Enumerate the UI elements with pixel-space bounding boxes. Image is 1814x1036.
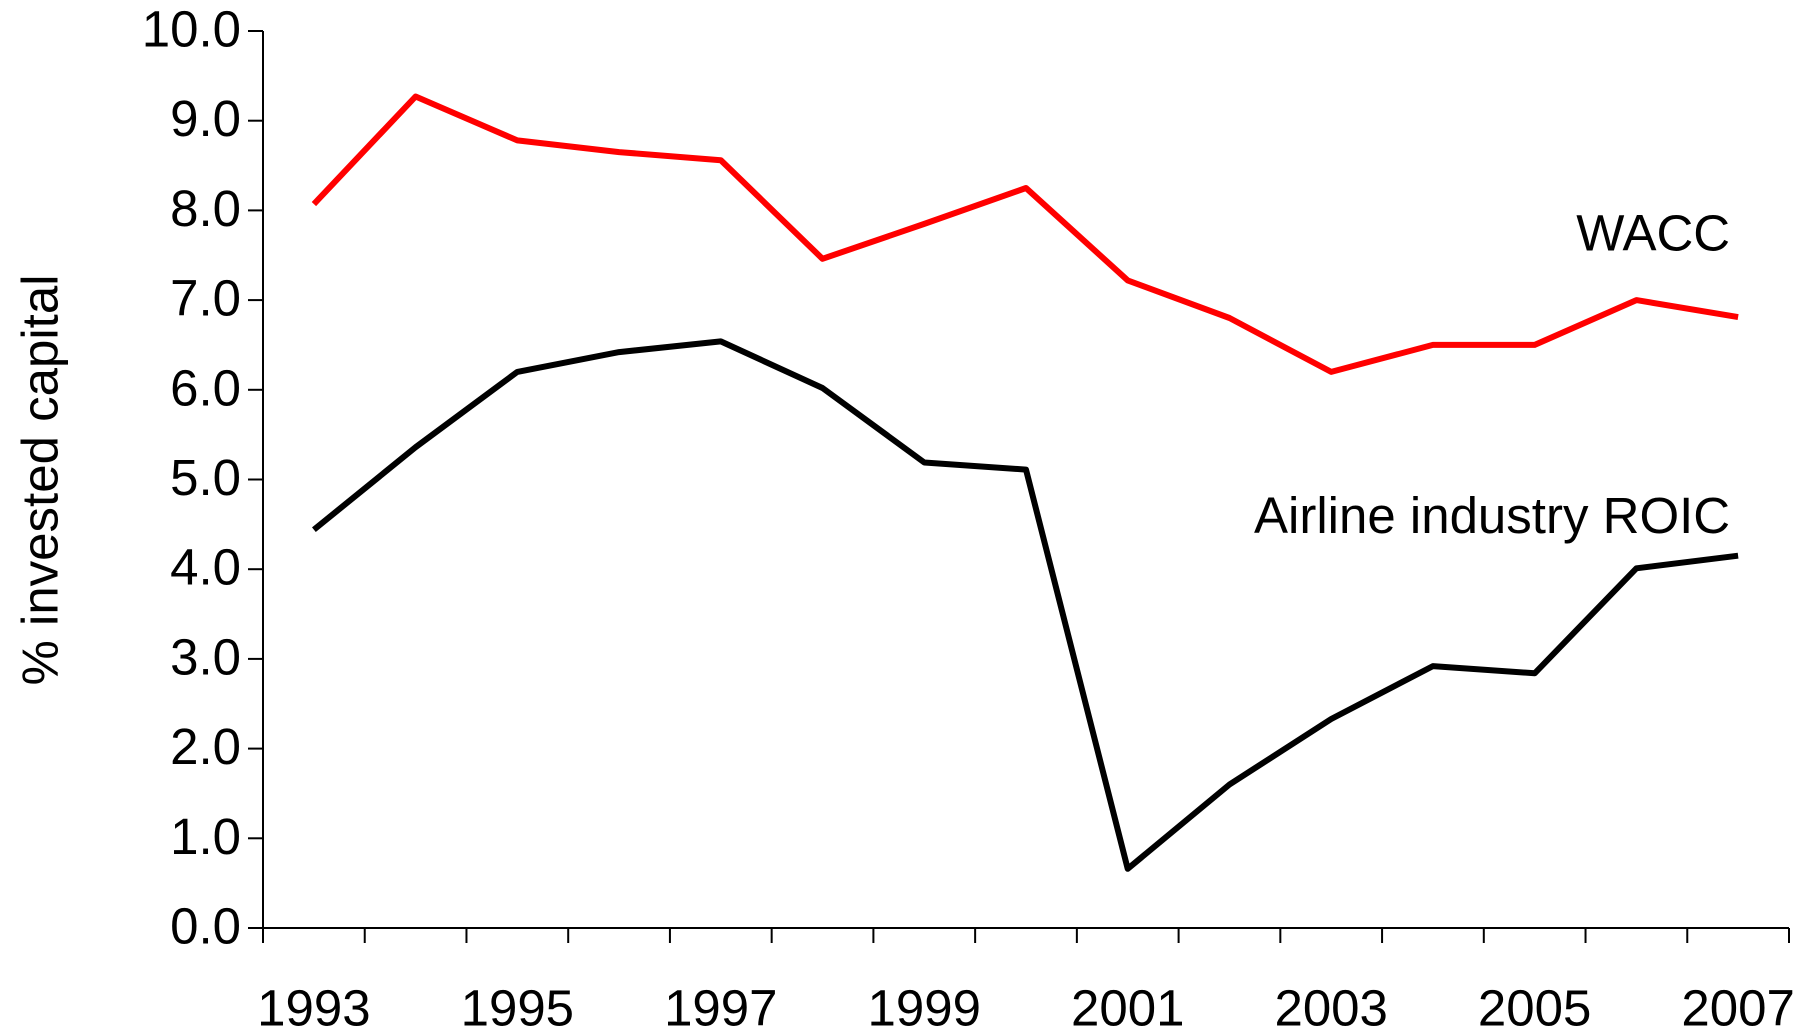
x-tick-label: 2003 bbox=[1274, 979, 1387, 1036]
x-tick-label: 2007 bbox=[1681, 979, 1794, 1036]
x-tick-label: 1993 bbox=[257, 979, 370, 1036]
series-label: WACC bbox=[1576, 205, 1730, 262]
y-tick-label: 8.0 bbox=[170, 180, 241, 237]
y-tick-label: 10.0 bbox=[142, 0, 241, 57]
y-tick-label: 5.0 bbox=[170, 449, 241, 506]
y-tick-label: 9.0 bbox=[170, 90, 241, 147]
y-tick-label: 4.0 bbox=[170, 539, 241, 596]
x-tick-label: 2001 bbox=[1071, 979, 1184, 1036]
x-tick-label: 2005 bbox=[1478, 979, 1591, 1036]
series-line bbox=[311, 93, 1739, 375]
y-tick-label: 1.0 bbox=[170, 808, 241, 865]
y-tick-label: 7.0 bbox=[170, 270, 241, 327]
series-label: Airline industry ROIC bbox=[1254, 487, 1730, 544]
y-tick-label: 6.0 bbox=[170, 359, 241, 416]
y-tick-label: 3.0 bbox=[170, 628, 241, 685]
y-tick-label: 2.0 bbox=[170, 718, 241, 775]
y-tick-label: 0.0 bbox=[170, 897, 241, 954]
series-line bbox=[312, 338, 1739, 872]
y-axis-title: % invested capital bbox=[11, 274, 68, 685]
x-tick-label: 1999 bbox=[868, 979, 981, 1036]
x-tick-label: 1997 bbox=[664, 979, 777, 1036]
x-tick-label: 1995 bbox=[461, 979, 574, 1036]
